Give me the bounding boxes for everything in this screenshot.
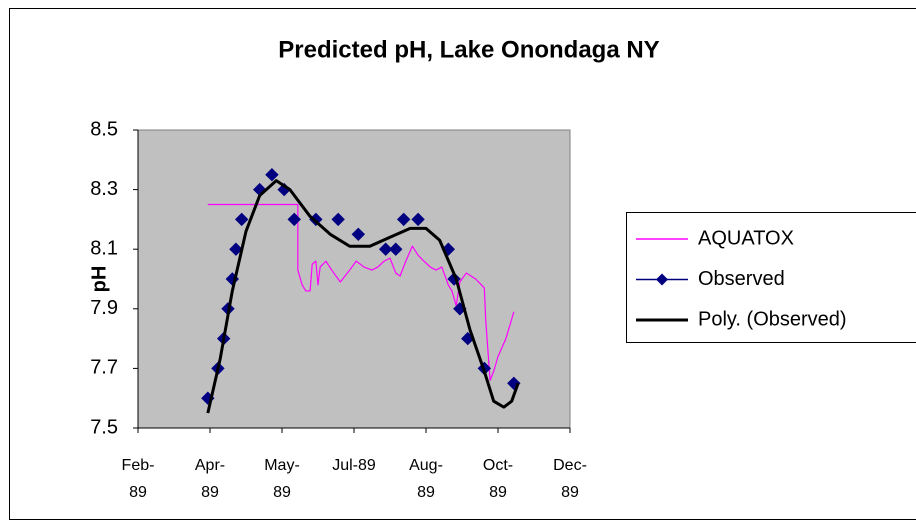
data-point bbox=[389, 242, 403, 256]
y-tick-label: 8.5 bbox=[90, 118, 118, 140]
data-point bbox=[331, 212, 345, 227]
x-tick-label: Aug-89 bbox=[409, 457, 443, 501]
x-tick-label: Feb-89 bbox=[121, 457, 155, 501]
chart-title: Predicted pH, Lake Onondaga NY bbox=[278, 36, 659, 63]
y-tick-label: 7.5 bbox=[90, 416, 118, 438]
data-point bbox=[378, 242, 393, 256]
data-point bbox=[351, 227, 366, 242]
y-axis-label: pH bbox=[88, 266, 110, 293]
y-tick-label: 7.7 bbox=[90, 357, 118, 379]
x-tick-label: Oct-89 bbox=[482, 457, 514, 501]
legend-marker bbox=[656, 273, 668, 286]
x-tick-label: Apr-89 bbox=[194, 457, 226, 501]
x-tick-label: Jul-89 bbox=[332, 457, 376, 474]
legend-label: Poly. (Observed) bbox=[698, 308, 847, 330]
data-point bbox=[234, 212, 249, 227]
legend-label: AQUATOX bbox=[698, 227, 794, 249]
y-tick-label: 7.9 bbox=[90, 297, 118, 319]
x-tick-label: Dec-89 bbox=[553, 457, 587, 501]
data-point bbox=[287, 212, 301, 227]
data-point bbox=[229, 242, 243, 256]
x-tick-label: May-89 bbox=[264, 457, 300, 501]
legend-label: Observed bbox=[698, 268, 785, 290]
data-point bbox=[411, 212, 425, 227]
series-line bbox=[206, 179, 520, 414]
data-point bbox=[265, 167, 279, 182]
y-tick-label: 8.3 bbox=[90, 178, 118, 200]
data-point bbox=[396, 212, 411, 227]
y-tick-label: 8.1 bbox=[90, 237, 118, 259]
series-line bbox=[207, 203, 515, 381]
plot-area bbox=[137, 129, 571, 429]
